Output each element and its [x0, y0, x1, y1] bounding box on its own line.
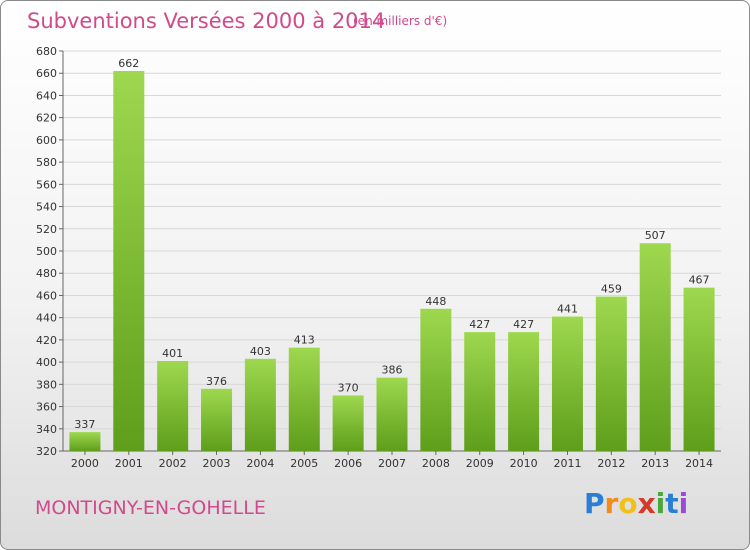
- bar-2002: [157, 361, 189, 451]
- y-tick-label: 420: [36, 334, 57, 347]
- x-tick-label: 2008: [422, 457, 450, 470]
- y-tick-label: 660: [36, 67, 57, 80]
- y-tick-label: 460: [36, 289, 57, 302]
- y-tick-label: 520: [36, 223, 57, 236]
- bar-2014: [683, 287, 715, 451]
- value-label: 403: [250, 345, 271, 358]
- bar-2006: [332, 395, 364, 451]
- bar-2011: [551, 316, 583, 451]
- bars: 337 662 401 376 403 413 370 386 448 427 427 441 459 5…: [69, 57, 715, 451]
- value-label: 662: [118, 57, 139, 70]
- logo-letter: o: [618, 487, 638, 520]
- logo-letter: P: [584, 487, 605, 520]
- y-tick-label: 340: [36, 423, 57, 436]
- bar-2012: [595, 296, 627, 451]
- bar-2003: [201, 388, 233, 451]
- value-label: 386: [382, 364, 403, 377]
- y-tick-label: 440: [36, 312, 57, 325]
- x-tick-label: 2013: [641, 457, 669, 470]
- value-label: 441: [557, 303, 578, 316]
- y-tick-label: 480: [36, 267, 57, 280]
- value-label: 337: [74, 418, 95, 431]
- y-tick-label: 560: [36, 178, 57, 191]
- y-tick-label: 380: [36, 378, 57, 391]
- y-tick-label: 500: [36, 245, 57, 258]
- y-tick-label: 360: [36, 401, 57, 414]
- x-tick-label: 2003: [203, 457, 231, 470]
- city-name: MONTIGNY-EN-GOHELLE: [35, 497, 266, 519]
- value-label: 413: [294, 334, 315, 347]
- y-tick-label: 540: [36, 201, 57, 214]
- x-tick-label: 2007: [378, 457, 406, 470]
- y-tick-label: 320: [36, 445, 57, 458]
- y-tick-label: 640: [36, 89, 57, 102]
- y-tick-label: 400: [36, 356, 57, 369]
- x-tick-label: 2014: [685, 457, 713, 470]
- value-label: 467: [689, 274, 710, 287]
- x-tick-label: 2002: [159, 457, 187, 470]
- bar-2009: [464, 332, 496, 451]
- logo-letter: i: [655, 487, 666, 520]
- value-label: 448: [425, 295, 446, 308]
- value-label: 427: [513, 318, 534, 331]
- y-tick-label: 600: [36, 134, 57, 147]
- bar-2010: [508, 332, 540, 451]
- value-label: 459: [601, 283, 622, 296]
- x-axis-ticks: 2000 2001 2002 2003 2004 2005 2006 2007 2008 2009…: [71, 451, 713, 470]
- x-tick-label: 2001: [115, 457, 143, 470]
- x-tick-label: 2006: [334, 457, 362, 470]
- value-label: 370: [338, 381, 359, 394]
- value-label: 376: [206, 375, 227, 388]
- bar-2005: [288, 347, 320, 451]
- logo-letter: t: [665, 487, 679, 520]
- chart-title: Subventions Versées 2000 à 2014: [27, 9, 386, 33]
- y-tick-label: 680: [36, 45, 57, 58]
- bar-2007: [376, 377, 408, 451]
- x-tick-label: 2004: [246, 457, 274, 470]
- x-tick-label: 2000: [71, 457, 99, 470]
- x-tick-label: 2005: [290, 457, 318, 470]
- x-tick-label: 2009: [466, 457, 494, 470]
- proxiti-logo: Proxiti: [584, 487, 688, 520]
- x-tick-label: 2011: [553, 457, 581, 470]
- chart-subtitle: (en milliers d'€): [353, 14, 448, 28]
- bar-2000: [69, 432, 101, 451]
- x-tick-label: 2010: [510, 457, 538, 470]
- logo-letter: r: [604, 487, 619, 520]
- bar-2001: [113, 71, 145, 451]
- logo-letter: x: [637, 487, 656, 520]
- logo-letter: i: [678, 487, 689, 520]
- y-tick-label: 620: [36, 112, 57, 125]
- bar-2004: [244, 358, 276, 451]
- value-label: 401: [162, 347, 183, 360]
- bar-2013: [639, 243, 671, 451]
- y-axis-ticks: 320 340 360 380 400 420 440 460 480 500 520 540 560 5…: [36, 45, 63, 458]
- value-label: 507: [645, 229, 666, 242]
- bar-2008: [420, 308, 452, 451]
- x-tick-label: 2012: [597, 457, 625, 470]
- y-tick-label: 580: [36, 156, 57, 169]
- value-label: 427: [469, 318, 490, 331]
